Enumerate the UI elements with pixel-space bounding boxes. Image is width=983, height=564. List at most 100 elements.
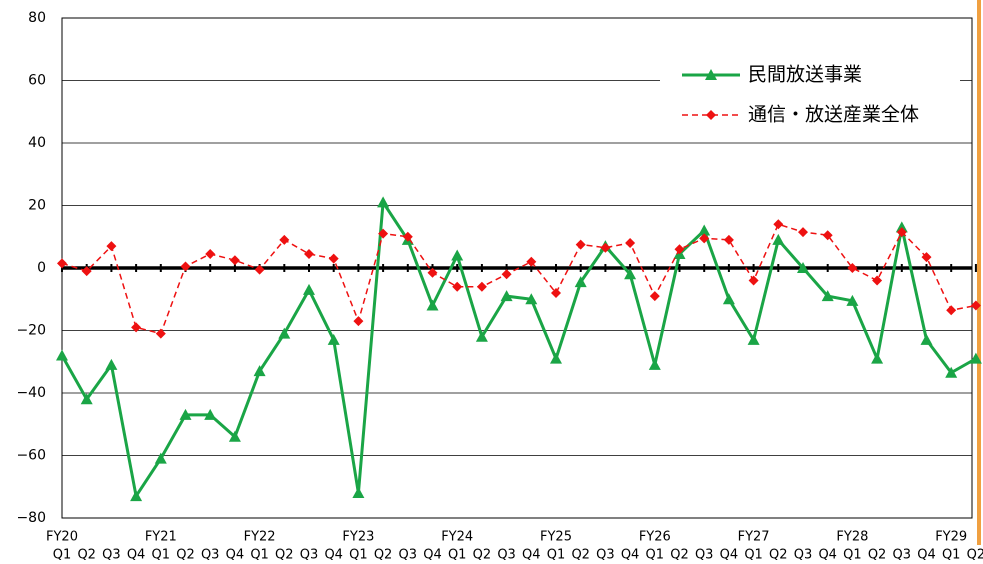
point <box>476 281 487 292</box>
x-tick-label: Q2 <box>77 548 96 563</box>
point <box>155 328 166 339</box>
point <box>970 300 981 311</box>
x-tick-label: Q4 <box>324 548 343 563</box>
point <box>228 430 241 442</box>
point <box>699 233 710 244</box>
point <box>154 452 167 464</box>
point <box>847 263 858 273</box>
x-tick-label: Q3 <box>102 548 121 563</box>
x-tick-label: Q4 <box>423 548 442 563</box>
point <box>921 252 932 263</box>
point <box>279 234 290 245</box>
point <box>427 267 438 278</box>
x-tick-label: Q2 <box>670 548 689 563</box>
point <box>871 352 884 364</box>
x-tick-label: Q3 <box>201 548 220 563</box>
x-tick-label: Q4 <box>818 548 837 563</box>
point <box>550 352 562 364</box>
x-tick-label: Q3 <box>695 548 714 563</box>
point <box>574 276 587 288</box>
point <box>821 290 834 302</box>
point <box>57 258 67 269</box>
point <box>798 227 808 238</box>
year-label: FY24 <box>441 530 473 545</box>
point <box>328 253 339 264</box>
x-tick-label: Q3 <box>596 548 615 563</box>
x-tick-label: Q4 <box>917 548 936 563</box>
point <box>946 305 957 316</box>
point <box>475 330 488 342</box>
x-tick-label: Q2 <box>868 548 887 563</box>
legend-box <box>660 55 960 137</box>
legend-label: 民間放送事業 <box>748 64 862 86</box>
point <box>130 490 143 502</box>
point <box>81 266 92 277</box>
x-tick-label: Q2 <box>374 548 393 563</box>
point <box>500 290 513 302</box>
point <box>920 333 933 345</box>
y-tick-label: 60 <box>28 73 46 89</box>
x-tick-label: Q1 <box>250 548 269 563</box>
x-tick-label: Q2 <box>473 548 492 563</box>
x-tick-label: Q1 <box>547 548 566 563</box>
point <box>625 238 636 248</box>
point <box>180 261 191 272</box>
x-tick-label: Q4 <box>621 548 640 563</box>
x-tick-label: Q4 <box>226 548 245 563</box>
x-tick-label: Q1 <box>349 548 368 563</box>
y-tick-label: −60 <box>16 448 46 464</box>
point <box>772 233 785 245</box>
year-label: FY27 <box>738 530 770 545</box>
point <box>723 234 734 245</box>
x-tick-label: Q1 <box>744 548 763 563</box>
point <box>452 281 463 292</box>
point <box>327 333 340 345</box>
year-label: FY28 <box>836 530 868 545</box>
point <box>501 269 512 280</box>
point <box>353 316 364 327</box>
series-line <box>61 223 977 335</box>
year-label: FY26 <box>639 530 671 545</box>
y-tick-label: 40 <box>28 135 46 151</box>
x-tick-label: Q2 <box>769 548 788 563</box>
x-tick-label: Q2 <box>967 548 983 563</box>
point <box>797 262 809 273</box>
x-tick-label: Q3 <box>893 548 912 563</box>
point <box>426 299 439 311</box>
point <box>352 487 365 498</box>
point <box>254 264 265 275</box>
legend-label: 通信・放送産業全体 <box>748 104 919 126</box>
point <box>179 408 192 420</box>
year-label: FY25 <box>540 530 572 545</box>
year-label: FY20 <box>46 530 78 545</box>
point <box>624 268 637 280</box>
point <box>105 358 118 370</box>
x-tick-label: Q1 <box>942 548 961 563</box>
point <box>648 358 661 370</box>
x-tick-label: Q3 <box>300 548 319 563</box>
y-tick-label: −20 <box>16 323 46 339</box>
point <box>895 221 908 233</box>
y-tick-label: −40 <box>16 385 46 401</box>
x-tick-label: Q2 <box>571 548 590 563</box>
x-tick-label: Q1 <box>53 548 72 563</box>
point <box>205 248 216 259</box>
year-label: FY22 <box>244 530 276 545</box>
point <box>229 255 240 266</box>
point <box>896 227 907 238</box>
point <box>722 293 735 305</box>
y-tick-label: 20 <box>28 198 46 214</box>
point <box>106 241 117 252</box>
point <box>822 230 833 241</box>
x-tick-label: Q1 <box>843 548 862 563</box>
x-tick-label: Q3 <box>497 548 516 563</box>
point <box>649 291 660 302</box>
point <box>56 349 68 361</box>
point <box>575 239 586 250</box>
point <box>872 275 883 286</box>
point <box>303 283 315 295</box>
year-label: FY21 <box>145 530 177 545</box>
point <box>80 393 93 405</box>
point <box>846 294 859 306</box>
